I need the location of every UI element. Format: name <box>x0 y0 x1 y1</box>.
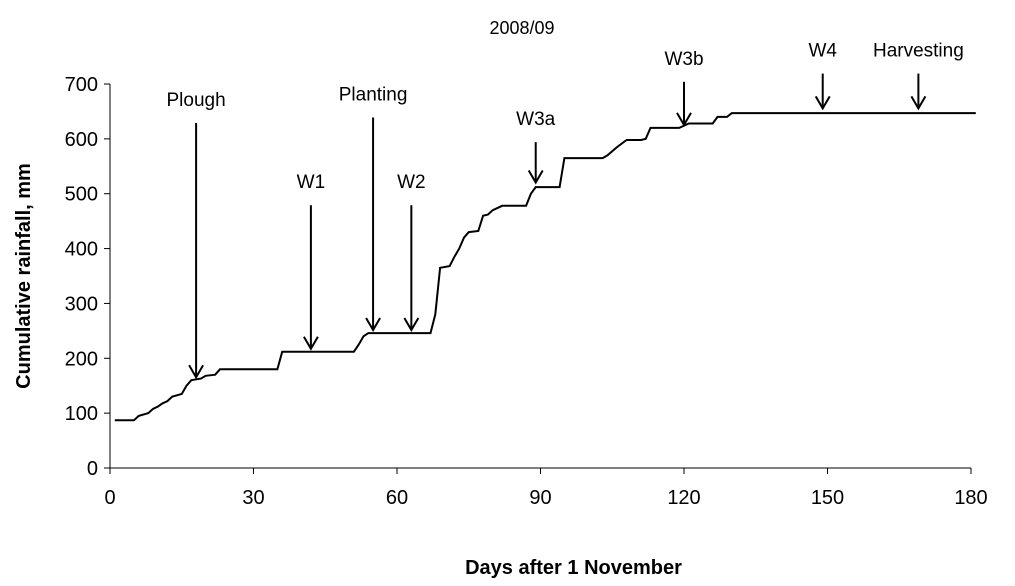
y-tick-label: 500 <box>65 184 98 206</box>
annotation-label: W3a <box>516 109 556 130</box>
x-tick-label: 0 <box>104 487 115 509</box>
annotation-harvesting: Harvesting <box>873 41 964 111</box>
annotation-arrow-head <box>814 95 831 111</box>
cumulative-rainfall-line <box>114 112 976 422</box>
annotation-label: W2 <box>397 172 426 193</box>
annotation-label: W4 <box>808 41 837 62</box>
x-tick-label: 30 <box>242 487 264 509</box>
annotation-group: Plough W1 Planting W2 W3a W3b W4 Harvesting <box>167 41 964 380</box>
y-tick-label: 400 <box>65 239 98 261</box>
annotation-arrow-head <box>676 112 692 127</box>
annotation-w3b: W3b <box>664 49 704 127</box>
annotation-arrow-head <box>303 336 319 351</box>
x-tick-label: 60 <box>386 487 408 509</box>
annotation-w2: W2 <box>397 172 426 333</box>
annotation-label: W3b <box>664 49 703 70</box>
x-tick-label: 150 <box>811 487 844 509</box>
annotation-plough: Plough <box>167 90 226 380</box>
y-tick-label: 200 <box>65 348 98 370</box>
y-tick-label: 300 <box>65 293 98 315</box>
y-tick-label: 700 <box>65 74 98 96</box>
chart-title: 2008/09 <box>489 18 554 38</box>
annotation-label: Plough <box>167 90 226 111</box>
annotation-arrow-head <box>365 317 381 333</box>
annotation-arrow-head <box>188 364 204 380</box>
annotation-arrow-head <box>910 95 927 111</box>
annotation-label: Planting <box>339 84 408 105</box>
annotation-label: W1 <box>297 172 326 193</box>
annotation-w4: W4 <box>808 41 837 111</box>
x-tick-label: 90 <box>529 487 551 509</box>
x-tick-label: 120 <box>667 487 700 509</box>
x-axis-title: Days after 1 November <box>465 557 682 579</box>
annotation-w1: W1 <box>297 172 326 351</box>
x-tick-label: 180 <box>954 487 987 509</box>
y-tick-label: 0 <box>87 458 98 480</box>
y-tick-label: 600 <box>65 129 98 151</box>
annotation-arrow-head <box>403 317 420 333</box>
annotation-arrow-head <box>527 169 544 185</box>
y-tick-label: 100 <box>65 403 98 425</box>
y-axis-ticks: 0 100 200 300 400 500 600 700 <box>65 74 110 480</box>
annotation-planting: Planting <box>339 84 408 333</box>
x-axis-ticks: 0 30 60 90 120 150 180 <box>104 468 988 509</box>
y-axis-title: Cumulative rainfall, mm <box>13 163 35 389</box>
annotation-label: Harvesting <box>873 41 964 62</box>
annotation-w3a: W3a <box>516 109 556 185</box>
